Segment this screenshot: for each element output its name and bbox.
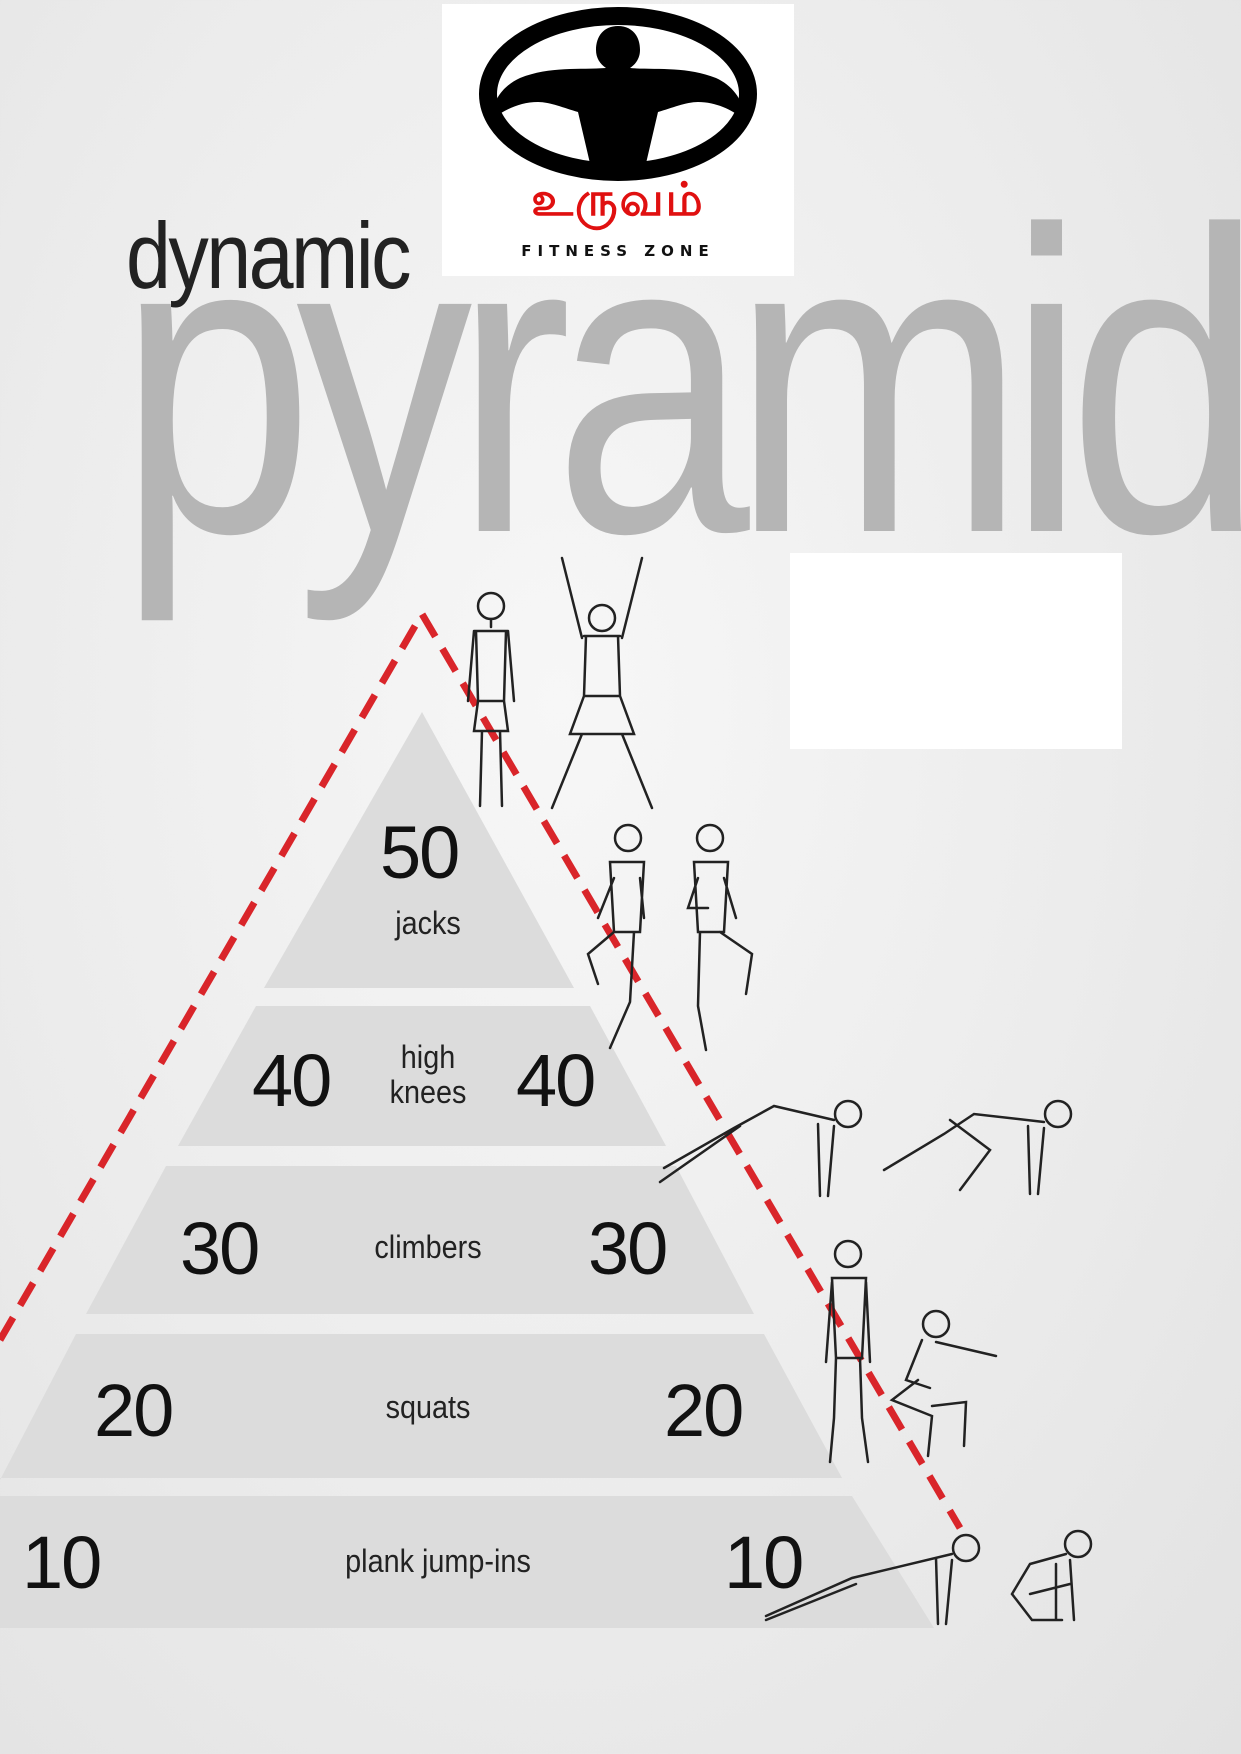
title-large: pyramid bbox=[118, 143, 1241, 623]
bodybuilder-silhouette-icon bbox=[479, 7, 757, 181]
plank-man-icon bbox=[764, 1533, 981, 1626]
tier-5-count-right: 10 bbox=[724, 1521, 804, 1604]
tier-5-shape bbox=[0, 1496, 934, 1628]
tier-1-exercise: jacks bbox=[395, 905, 461, 941]
jumping-jack-man-icon bbox=[550, 556, 654, 810]
tier-1-shape bbox=[264, 712, 574, 988]
tier-1-count: 50 bbox=[380, 811, 460, 894]
tier-3-count-left: 30 bbox=[180, 1207, 260, 1290]
tier-2-count-left: 40 bbox=[252, 1039, 332, 1122]
tier-4-shape bbox=[0, 1334, 842, 1480]
tier-4-exercise: squats bbox=[385, 1389, 471, 1425]
tier-2-count-right: 40 bbox=[516, 1039, 596, 1122]
tier-5-exercise: plank jump-ins bbox=[345, 1543, 531, 1579]
tier-2-exercise: high knees bbox=[389, 1039, 467, 1110]
tier-5-count-left: 10 bbox=[22, 1521, 102, 1604]
crouch-man-icon bbox=[1010, 1529, 1093, 1622]
standing-man-icon bbox=[824, 1239, 872, 1464]
brand-name-tamil: உருவம் bbox=[531, 172, 705, 226]
squat-man-icon bbox=[889, 1309, 998, 1458]
tier-3-count-right: 30 bbox=[588, 1207, 668, 1290]
high-knee-man-icon bbox=[586, 823, 646, 1050]
tier-2-shape bbox=[178, 1006, 666, 1146]
plank-man-icon bbox=[658, 1099, 863, 1198]
blank-panel bbox=[790, 553, 1122, 749]
tier-4-count-left: 20 bbox=[94, 1369, 174, 1452]
title-small: dynamic bbox=[126, 203, 412, 308]
tier-3-shape bbox=[86, 1166, 754, 1314]
tier-3-exercise: climbers bbox=[374, 1229, 482, 1265]
brand-logo: உருவம் FITNESS ZONE bbox=[442, 4, 794, 276]
high-knee-man-icon bbox=[686, 823, 754, 1052]
brand-subtitle: FITNESS ZONE bbox=[521, 242, 715, 260]
climber-man-icon bbox=[882, 1099, 1073, 1196]
standing-man-icon bbox=[466, 591, 516, 808]
tier-4-count-right: 20 bbox=[664, 1369, 744, 1452]
